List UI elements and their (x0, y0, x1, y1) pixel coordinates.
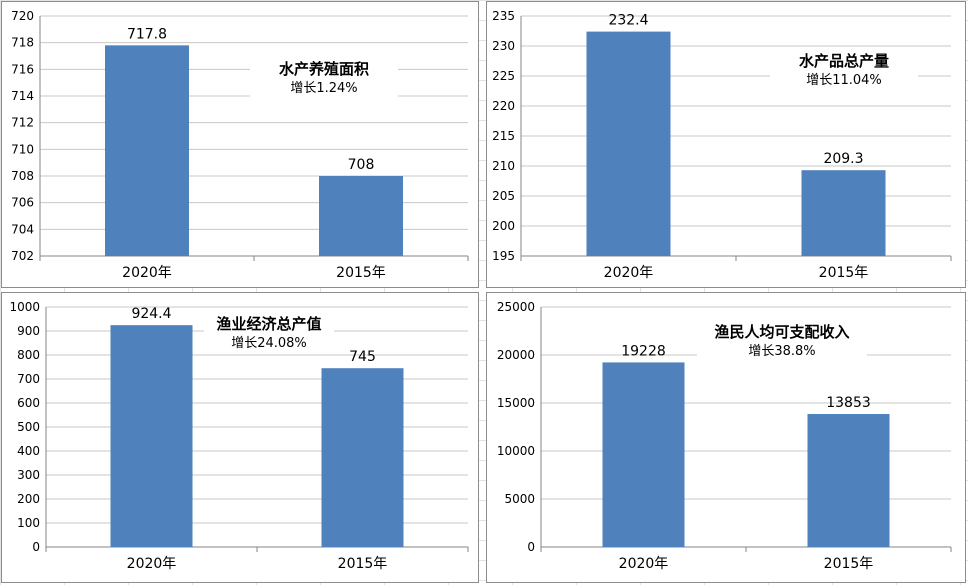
bar-chart-fishery-economy: 0 100 200 300 400 500 600 700 800 900 1000 924.4 202… (9, 300, 469, 572)
y-tick-label: 714 (11, 89, 34, 103)
y-tick-label: 230 (492, 39, 515, 53)
y-tick-label: 600 (17, 396, 40, 410)
annotation-title: 渔业经济总产值 (216, 315, 322, 333)
data-label: 209.3 (823, 151, 863, 167)
annotation-subtitle: 增长24.08% (231, 336, 307, 351)
y-tick-label: 708 (11, 169, 34, 183)
bar (319, 176, 403, 256)
x-tick-label: 2015年 (819, 265, 869, 281)
y-tick-label: 100 (17, 516, 40, 530)
y-tick-label: 718 (11, 36, 34, 50)
chart-annotation: 渔业经济总产值 增长24.08% (204, 314, 334, 354)
annotation-subtitle: 增长38.8% (748, 344, 816, 359)
y-tick-label: 210 (492, 159, 515, 173)
y-tick-label: 300 (17, 468, 40, 482)
chart-panel-aquaculture-area[interactable]: 702 704 706 708 710 712 714 716 718 720 717.8 2020年… (1, 1, 479, 288)
y-tick-label: 712 (11, 116, 34, 130)
y-tick-label: 702 (11, 249, 34, 263)
y-tick-label: 5000 (504, 492, 535, 506)
chart-panel-aquatic-output[interactable]: 195 200 205 210 215 220 225 230 235 232.4 2020年 209… (486, 1, 966, 288)
data-label: 13853 (826, 395, 871, 411)
x-tick-label: 2020年 (604, 265, 654, 281)
bar (110, 325, 193, 547)
chart-panel-fishery-economy[interactable]: 0 100 200 300 400 500 600 700 800 900 1000 924.4 202… (1, 292, 479, 583)
y-tick-label: 10000 (497, 444, 535, 458)
y-tick-label: 25000 (497, 300, 535, 314)
y-tick-label: 215 (492, 129, 515, 143)
y-tick-label: 200 (492, 219, 515, 233)
annotation-subtitle: 增长1.24% (290, 81, 358, 96)
y-tick-label: 500 (17, 420, 40, 434)
y-tick-label: 200 (17, 492, 40, 506)
x-tick-label: 2015年 (336, 265, 386, 281)
data-label: 717.8 (127, 26, 167, 42)
y-tick-label: 0 (527, 540, 535, 554)
y-tick-label: 220 (492, 99, 515, 113)
annotation-title: 渔民人均可支配收入 (714, 323, 850, 341)
bar (105, 45, 189, 257)
data-label: 745 (349, 349, 376, 365)
bar (801, 170, 886, 256)
chart-annotation: 水产品总产量 增长11.04% (770, 51, 918, 91)
data-label: 708 (348, 157, 375, 173)
y-tick-label: 700 (17, 372, 40, 386)
bar-chart-aquaculture-area: 702 704 706 708 710 712 714 716 718 720 717.8 2020年… (11, 9, 469, 281)
bar (602, 362, 685, 547)
y-tick-label: 0 (32, 540, 40, 554)
x-tick-label: 2015年 (338, 556, 388, 572)
x-tick-label: 2020年 (619, 556, 669, 572)
chart-panel-fisher-income[interactable]: 0 5000 10000 15000 20000 25000 19228 2020年 13853… (486, 292, 966, 583)
y-tick-label: 900 (17, 324, 40, 338)
data-label: 232.4 (608, 13, 648, 29)
annotation-title: 水产品总产量 (798, 52, 889, 70)
x-tick-label: 2020年 (127, 556, 177, 572)
bar (586, 31, 671, 256)
chart-annotation: 水产养殖面积 增长1.24% (250, 59, 398, 99)
y-tick-label: 400 (17, 444, 40, 458)
y-tick-label: 195 (492, 249, 515, 263)
y-tick-label: 704 (11, 222, 34, 236)
y-tick-label: 15000 (497, 396, 535, 410)
x-tick-label: 2020年 (122, 265, 172, 281)
x-tick-label: 2015年 (824, 556, 874, 572)
data-label: 19228 (621, 343, 666, 359)
bar-chart-aquatic-output: 195 200 205 210 215 220 225 230 235 232.4 2020年 209… (492, 9, 952, 281)
y-tick-label: 205 (492, 189, 515, 203)
y-tick-label: 20000 (497, 348, 535, 362)
data-label: 924.4 (131, 306, 171, 322)
y-tick-label: 225 (492, 69, 515, 83)
y-tick-label: 1000 (9, 300, 40, 314)
y-tick-label: 720 (11, 9, 34, 23)
annotation-subtitle: 增长11.04% (806, 73, 882, 88)
y-tick-label: 235 (492, 9, 515, 23)
annotation-title: 水产养殖面积 (278, 60, 369, 78)
y-tick-label: 800 (17, 348, 40, 362)
chart-annotation: 渔民人均可支配收入 增长38.8% (697, 322, 867, 362)
bar (807, 414, 890, 547)
y-tick-label: 716 (11, 62, 34, 76)
bar (321, 368, 404, 547)
y-tick-label: 710 (11, 142, 34, 156)
y-tick-label: 706 (11, 196, 34, 210)
